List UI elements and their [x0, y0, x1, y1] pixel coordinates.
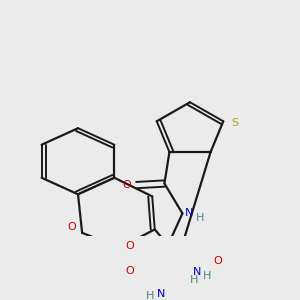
Text: O: O: [213, 256, 222, 266]
Text: N: N: [193, 267, 202, 278]
Text: H: H: [203, 271, 212, 281]
Text: O: O: [125, 242, 134, 251]
Text: -: -: [176, 201, 179, 210]
Text: O: O: [125, 266, 134, 276]
Text: O: O: [68, 221, 76, 232]
Text: N: N: [185, 208, 194, 218]
Text: H: H: [190, 275, 199, 285]
Text: H: H: [196, 213, 205, 223]
Text: N: N: [157, 289, 165, 299]
Text: O: O: [122, 180, 131, 190]
Text: H: H: [146, 291, 154, 300]
Text: S: S: [232, 118, 239, 128]
